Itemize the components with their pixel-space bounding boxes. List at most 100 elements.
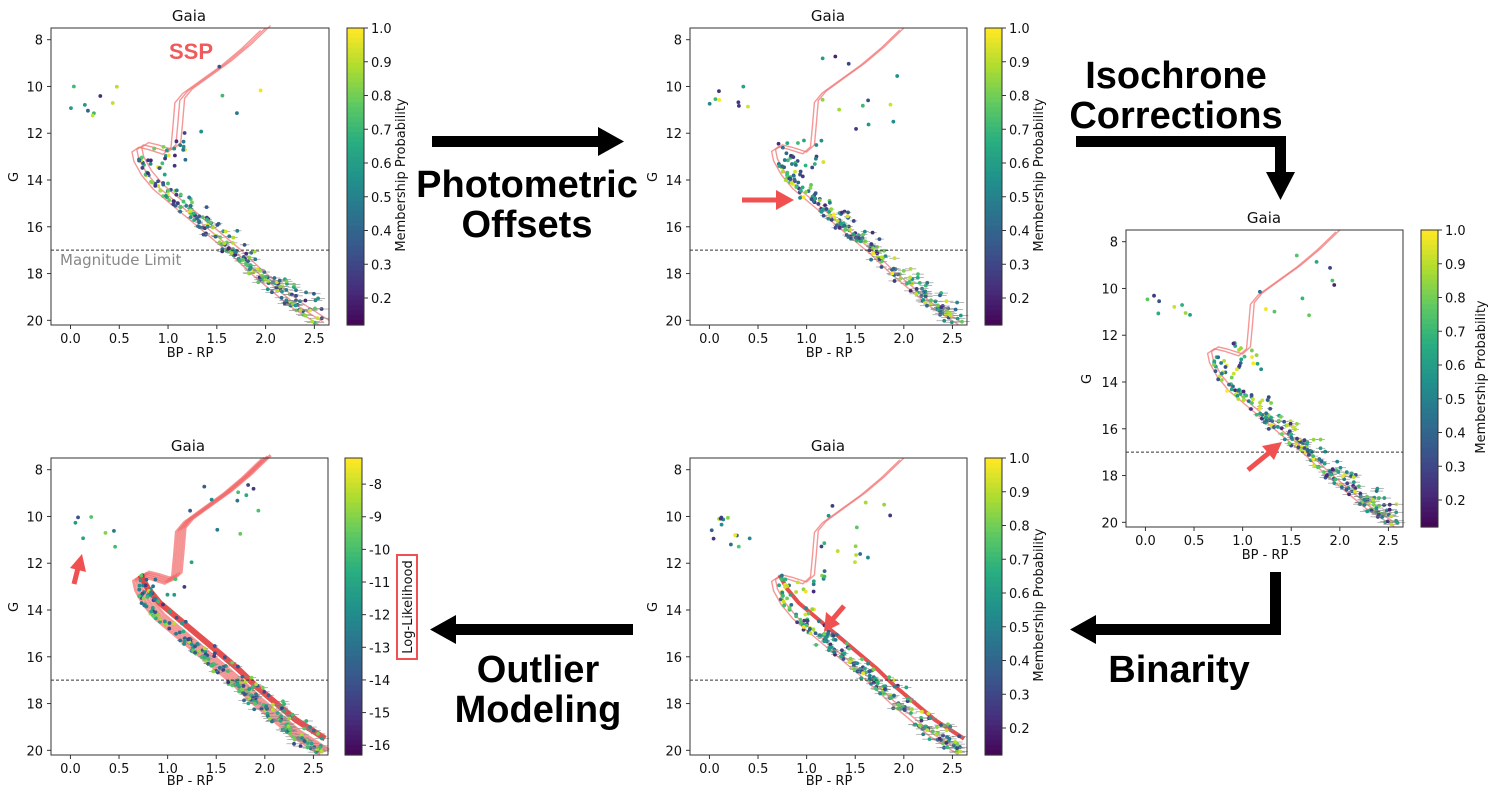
star-point [812, 162, 817, 166]
star-point [197, 220, 201, 225]
colorbar-segment [1421, 388, 1438, 394]
colorbar-tick-label: 0.9 [1009, 486, 1030, 501]
star-point [902, 707, 907, 712]
star-point [174, 188, 179, 193]
star-point [1183, 311, 1188, 315]
star-point [833, 637, 838, 642]
star-point [217, 665, 222, 670]
star-point [181, 147, 186, 152]
star-point [1212, 362, 1216, 367]
y-tick-label: 8 [674, 464, 682, 479]
star-point [875, 681, 880, 686]
star-point [288, 731, 293, 736]
colorbar-segment [985, 62, 1002, 69]
star-point [1324, 473, 1329, 478]
colorbar-segment [345, 487, 362, 494]
isochrone-line [137, 455, 327, 753]
star-point [1394, 510, 1399, 515]
colorbar-segment [1421, 467, 1438, 474]
colorbar-frame [1420, 229, 1439, 528]
colorbar-segment [347, 72, 364, 79]
x-tick-label: 1.0 [157, 762, 178, 777]
colorbar-segment [1421, 239, 1438, 246]
star-point [909, 711, 913, 715]
colorbar-tick-label: 0.8 [1009, 520, 1030, 535]
star-point [921, 298, 926, 302]
star-point [930, 729, 935, 734]
star-point [945, 745, 950, 750]
star-point [1246, 399, 1251, 404]
star-point [298, 744, 303, 749]
x-tick-label: 1.5 [845, 332, 866, 347]
colorbar-tick-label: 0.9 [371, 56, 392, 71]
star-point [284, 279, 289, 284]
colorbar-segment [347, 265, 364, 272]
star-point [920, 709, 924, 714]
star-point [178, 638, 183, 643]
colorbar-segment [347, 97, 364, 103]
star-point [788, 592, 793, 597]
y-tick-label: 16 [26, 221, 43, 236]
star-point [914, 291, 919, 296]
star-point [1276, 418, 1281, 423]
star-point [181, 144, 186, 149]
colorbar-tick-label: 0.9 [1009, 56, 1030, 71]
star-point [139, 601, 144, 606]
star-point [780, 590, 785, 595]
star-point [958, 749, 962, 754]
colorbar-segment [347, 112, 364, 118]
star-point [1249, 393, 1254, 397]
star-point [288, 727, 292, 732]
star-point [805, 619, 810, 623]
star-point [887, 675, 892, 680]
star-point [278, 284, 283, 289]
star-point [883, 687, 887, 692]
star-point [251, 486, 256, 491]
star-point [854, 525, 859, 530]
star-point [1389, 522, 1394, 527]
colorbar-segment [985, 606, 1002, 613]
star-point [882, 502, 887, 507]
star-point [315, 747, 319, 752]
colorbar-segment [985, 260, 1002, 267]
star-point [1299, 448, 1303, 452]
colorbar-segment [347, 305, 364, 311]
colorbar-segment [345, 477, 362, 484]
y-tick-label: 16 [665, 651, 682, 666]
star-point [1318, 437, 1323, 442]
star-point [282, 708, 287, 713]
star-point [148, 161, 153, 166]
star-point [175, 201, 180, 206]
star-point [1152, 293, 1156, 298]
y-tick-label: 18 [1101, 470, 1118, 485]
star-point [826, 216, 831, 221]
star-point [803, 589, 808, 594]
star-point [939, 305, 944, 310]
star-point [215, 223, 220, 227]
star-point [746, 104, 750, 109]
star-point [795, 580, 800, 585]
colorbar-segment [345, 502, 362, 509]
colorbar-segment [1421, 447, 1438, 454]
star-point [71, 84, 76, 89]
y-tick-label: 20 [26, 314, 43, 329]
star-point [246, 483, 251, 487]
colorbar-segment [985, 507, 1002, 514]
star-point [845, 214, 850, 219]
star-point [944, 741, 949, 745]
x-tick-label: 0.5 [748, 762, 769, 777]
star-point [1250, 401, 1254, 405]
colorbar-segment [345, 527, 362, 533]
star-point [812, 196, 817, 201]
colorbar-segment [347, 127, 364, 133]
binary-sequence-line [137, 573, 327, 742]
y-tick-label: 20 [665, 314, 682, 329]
star-point [305, 741, 310, 746]
star-point [1238, 361, 1243, 365]
star-point [919, 718, 924, 723]
y-tick-label: 10 [26, 510, 43, 525]
star-point [1229, 375, 1234, 380]
colorbar-segment [985, 310, 1002, 316]
colorbar-segment [347, 226, 364, 232]
x-tick-label: 2.0 [1329, 534, 1350, 549]
